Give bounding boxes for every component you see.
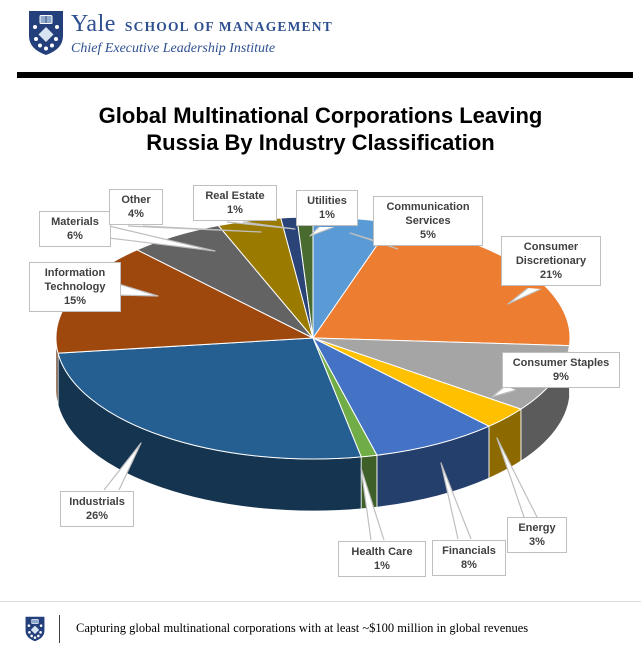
callout-consumer-discretionary: Consumer Discretionary 21% xyxy=(501,236,601,286)
callout-value: 6% xyxy=(67,230,83,242)
callout-label: Other xyxy=(121,194,151,206)
callout-value: 4% xyxy=(128,208,144,220)
callout-value: 26% xyxy=(85,510,109,522)
callout-financials: Financials 8% xyxy=(432,540,506,576)
callout-label: Financials xyxy=(442,545,496,557)
callout-value: 8% xyxy=(461,559,477,571)
callout-label: Communication Services xyxy=(386,201,470,227)
callout-value: 3% xyxy=(529,536,545,548)
leader-materials xyxy=(108,225,216,252)
yale-shield-logo xyxy=(29,11,63,55)
yale-shield-logo-small xyxy=(25,616,45,642)
callout-label: Materials xyxy=(51,216,99,228)
callout-value: 21% xyxy=(539,269,563,281)
chart-title-line1: Global Multinational Corporations Leavin… xyxy=(98,103,543,128)
callout-other: Other 4% xyxy=(109,189,163,225)
callout-communication-services: Communication Services 5% xyxy=(373,196,483,246)
leader-financials xyxy=(440,462,472,540)
brand-subtitle: Chief Executive Leadership Institute xyxy=(71,41,276,56)
callout-label: Consumer Discretionary xyxy=(515,241,587,267)
callout-utilities: Utilities 1% xyxy=(296,190,358,226)
chart-title-line2: Russia By Industry Classification xyxy=(146,130,495,155)
callout-health-care: Health Care 1% xyxy=(338,541,426,577)
callout-label: Information Technology xyxy=(44,267,106,293)
callout-consumer-staples: Consumer Staples 9% xyxy=(502,352,620,388)
brand-school-of-management: SCHOOL OF MANAGEMENT xyxy=(124,19,333,34)
callout-value: 15% xyxy=(63,295,87,307)
brand-wordmark: Yale SCHOOL OF MANAGEMENT Chief Executiv… xyxy=(71,11,333,57)
callout-label: Health Care xyxy=(351,546,413,558)
callout-label: Industrials xyxy=(69,496,125,508)
callout-industrials: Industrials 26% xyxy=(60,491,134,527)
footer-note: Capturing global multinational corporati… xyxy=(76,621,529,635)
footer-divider xyxy=(59,615,60,643)
callout-value: 1% xyxy=(227,204,243,216)
callout-label: Utilities xyxy=(307,195,347,207)
header-rule xyxy=(17,72,633,78)
callout-value: 9% xyxy=(553,371,569,383)
callout-real-estate: Real Estate 1% xyxy=(193,185,277,221)
leader-real-estate xyxy=(226,221,296,230)
callout-value: 1% xyxy=(319,209,335,221)
callout-materials: Materials 6% xyxy=(39,211,111,247)
leader-industrials xyxy=(103,442,142,491)
leader-information-technology xyxy=(111,281,159,297)
callout-energy: Energy 3% xyxy=(507,517,567,553)
leader-utilities xyxy=(309,226,335,237)
brand-yale: Yale xyxy=(71,11,116,37)
callout-label: Real Estate xyxy=(205,190,265,202)
leader-energy xyxy=(496,437,538,518)
leader-other xyxy=(127,225,262,233)
callout-label: Energy xyxy=(518,522,556,534)
callout-label: Consumer Staples xyxy=(512,357,610,369)
chart-title: Global Multinational Corporations Leavin… xyxy=(0,102,641,156)
leader-health-care xyxy=(360,467,385,541)
leader-consumer-discretionary xyxy=(507,287,542,305)
footer-rule xyxy=(0,601,641,602)
callout-value: 1% xyxy=(374,560,390,572)
pie-slice-industrials xyxy=(57,337,362,460)
callout-information-technology: Information Technology 15% xyxy=(29,262,121,312)
callout-value: 5% xyxy=(420,229,436,241)
pie-slice-financials xyxy=(311,336,491,456)
leader-consumer-staples xyxy=(491,385,517,398)
